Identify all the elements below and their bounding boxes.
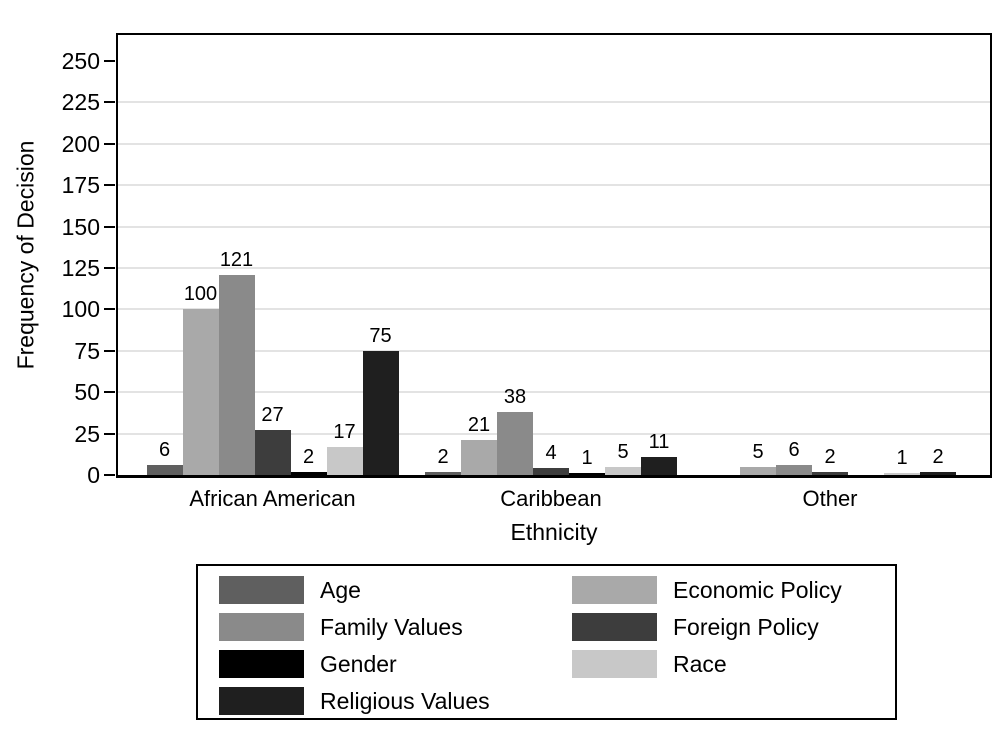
y-tick-label: 200 — [61, 130, 100, 157]
legend-swatch — [219, 576, 304, 604]
legend-swatch — [572, 650, 657, 678]
y-tick — [104, 267, 115, 269]
y-tick — [104, 101, 115, 104]
legend-label: Family Values — [320, 614, 463, 640]
bar — [497, 412, 533, 475]
bar — [362, 350, 399, 475]
bar-value-label: 6 — [788, 439, 800, 462]
bar-value-label: 38 — [503, 386, 527, 409]
bar — [776, 465, 812, 475]
bar — [533, 468, 569, 475]
y-tick-label: 225 — [61, 89, 100, 116]
bar — [326, 446, 363, 475]
bar-value-label: 27 — [261, 404, 284, 427]
bar — [182, 309, 219, 475]
y-tick-label: 150 — [61, 213, 100, 240]
y-tick — [104, 474, 115, 476]
y-tick — [104, 308, 115, 311]
bar — [812, 471, 848, 475]
legend-item: Age — [219, 575, 361, 605]
category-label: Other — [802, 486, 858, 511]
gridline — [118, 184, 990, 187]
category-label: Caribbean — [500, 486, 602, 511]
legend-item: Gender — [219, 649, 397, 679]
gridline — [118, 142, 990, 145]
y-tick — [104, 60, 115, 62]
bar-value-label: 21 — [467, 414, 491, 437]
bar-value-label: 1 — [581, 447, 593, 470]
bar-value-label: 11 — [648, 430, 670, 453]
legend-item: Race — [572, 649, 727, 679]
legend-swatch — [572, 576, 657, 604]
bar-value-label: 5 — [752, 440, 764, 463]
legend: Age Economic Policy Family Values Foreign P… — [196, 564, 897, 720]
bar-value-label: 2 — [932, 445, 944, 468]
y-tick — [104, 391, 115, 394]
y-tick-label: 75 — [74, 337, 100, 364]
bar — [218, 274, 255, 475]
bar — [290, 471, 327, 475]
bar — [569, 473, 605, 475]
legend-label: Race — [673, 651, 727, 677]
legend-item: Economic Policy — [572, 575, 842, 605]
legend-swatch — [219, 650, 304, 678]
bar-value-label: 100 — [183, 283, 218, 306]
legend-item: Religious Values — [219, 686, 490, 716]
y-tick — [104, 184, 115, 187]
bar-value-label: 5 — [617, 440, 629, 463]
legend-label: Foreign Policy — [673, 614, 819, 640]
bar-value-label: 75 — [369, 324, 392, 347]
bar — [641, 456, 677, 475]
y-tick-label: 250 — [61, 48, 100, 74]
legend-swatch — [572, 613, 657, 641]
y-tick-label: 175 — [61, 172, 100, 199]
y-tick — [104, 142, 115, 145]
plot-area: 6 100 121 27 2 17 75 2 21 38 4 1 5 11 5 6 2 1 2 — [116, 33, 992, 478]
y-tick-label: 50 — [74, 379, 100, 406]
bar — [461, 440, 497, 475]
bar-value-label: 2 — [437, 445, 449, 468]
bar — [884, 473, 920, 475]
y-tick — [104, 432, 115, 435]
plot-inner: 6 100 121 27 2 17 75 2 21 38 4 1 5 11 5 6 2 1 2 — [118, 35, 990, 475]
bar-value-label: 4 — [545, 442, 557, 465]
bar-value-label: 6 — [158, 439, 171, 462]
bar-value-label: 2 — [302, 445, 315, 468]
bar-value-label: 121 — [219, 248, 254, 271]
legend-swatch — [219, 687, 304, 715]
bar — [920, 471, 956, 475]
bar — [425, 471, 461, 475]
y-tick-label: 100 — [61, 296, 100, 323]
x-axis-title: Ethnicity — [510, 519, 598, 545]
legend-label: Gender — [320, 651, 397, 677]
legend-swatch — [219, 613, 304, 641]
category-label: African American — [189, 486, 356, 511]
gridline — [118, 225, 990, 228]
gridline — [118, 101, 990, 104]
bar — [146, 465, 183, 475]
legend-label: Economic Policy — [673, 577, 842, 603]
y-tick-label: 25 — [74, 420, 100, 447]
legend-label: Religious Values — [320, 688, 490, 714]
bar-value-label: 1 — [896, 447, 908, 470]
bar-value-label: 2 — [824, 445, 836, 468]
bar — [254, 430, 291, 475]
y-tick-label: 0 — [87, 462, 100, 488]
y-tick-label: 125 — [61, 255, 100, 281]
legend-item: Family Values — [219, 612, 463, 642]
bar — [740, 466, 776, 475]
bar — [605, 466, 641, 475]
legend-label: Age — [320, 577, 361, 603]
y-tick — [104, 349, 115, 352]
y-tick — [104, 225, 115, 228]
legend-item: Foreign Policy — [572, 612, 819, 642]
bar-value-label: 17 — [333, 420, 356, 443]
